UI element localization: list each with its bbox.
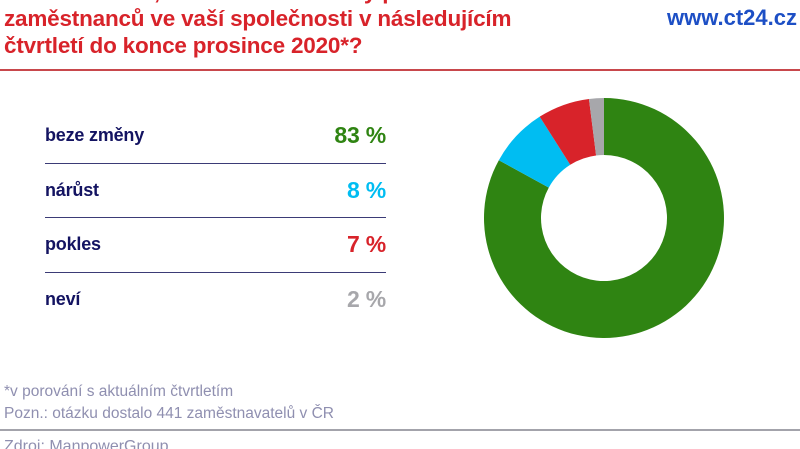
legend-label: pokles [45,234,101,255]
legend-row: beze změny 83 % [45,109,386,164]
legend-value: 8 % [346,176,386,203]
source-credit: Zdroj: ManpowerGroup [4,438,169,449]
donut-slice-nárůst [498,116,571,188]
legend-row: pokles 7 % [45,218,386,273]
title-divider [0,69,800,71]
chart-legend: beze změny 83 % nárůst 8 % pokles 7 % ne… [45,109,386,326]
donut-chart [483,98,724,338]
legend-label: neví [45,288,81,309]
title-line-2: čtvrtletí do konce prosince 2020*? [4,33,363,58]
donut-slice-beze-změny [483,98,724,338]
title-line-1: zaměstnanců ve vaší společnosti v násled… [4,6,512,31]
donut-slice-neví [588,98,604,156]
legend-value: 7 % [346,231,386,258]
footnote-comparison: *v porování s aktuálním čtvrtletím [4,383,234,400]
legend-row: nárůst 8 % [45,164,386,218]
legend-row: neví 2 % [45,273,386,327]
chart-title: Jak očekáváte, že se změní celkový počet… [4,0,624,59]
donut-slice-pokles [539,98,597,165]
footer-divider [0,429,800,431]
legend-value: 83 % [334,122,386,149]
legend-label: beze změny [45,125,145,146]
footnote-sample: Pozn.: otázku dostalo 441 zaměstnavatelů… [4,405,334,422]
website-url: www.ct24.cz [666,5,797,30]
legend-value: 2 % [346,285,386,312]
footnotes: *v porování s aktuálním čtvrtletím Pozn.… [4,381,334,425]
legend-label: nárůst [45,179,99,200]
title-line-clipped: Jak očekáváte, že se změní celkový počet [4,0,624,5]
